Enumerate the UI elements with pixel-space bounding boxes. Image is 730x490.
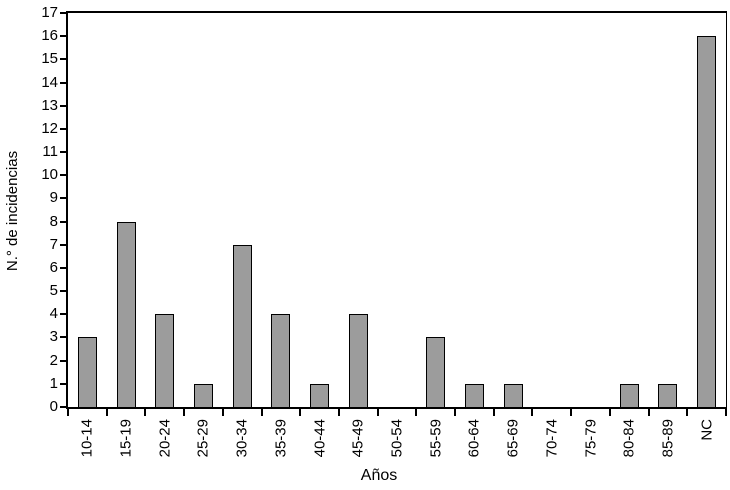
x-tick-label: 30-34: [233, 419, 251, 458]
x-tick-label: 45-49: [349, 419, 367, 458]
y-tick-mark: [60, 127, 66, 130]
x-tick-mark: [531, 409, 534, 416]
y-tick-label: 17: [41, 4, 58, 21]
y-tick-label: 10: [41, 166, 58, 184]
x-tick-mark: [647, 409, 650, 416]
x-tick-mark: [183, 409, 186, 416]
x-tick-label: 25-29: [194, 419, 212, 458]
bar-55-59: [426, 337, 446, 407]
bar-45-49: [348, 314, 368, 407]
y-tick-mark: [60, 58, 66, 61]
x-tick-label: 55-59: [427, 419, 445, 458]
y-tick-mark: [60, 197, 66, 200]
bar-85-89: [658, 383, 678, 407]
x-tick-mark: [221, 409, 224, 416]
x-tick-label: 85-89: [659, 419, 677, 458]
y-tick-label: 0: [49, 398, 58, 415]
x-tick-label: 40-44: [311, 419, 329, 458]
y-tick-mark: [60, 406, 66, 408]
y-tick-mark: [60, 35, 66, 38]
y-tick-label: 7: [49, 235, 58, 253]
y-tick-mark: [60, 290, 66, 293]
y-axis-title: N.° de incidencias: [4, 150, 21, 272]
y-tick-mark: [60, 151, 66, 154]
y-tick-label: 12: [41, 119, 58, 137]
y-tick-label: 15: [41, 50, 58, 68]
bar-30-34: [232, 244, 252, 407]
y-tick-label: 1: [49, 374, 58, 392]
y-tick-mark: [60, 266, 66, 269]
x-axis-title: Años: [360, 467, 398, 484]
x-tick-label: 15-19: [117, 419, 135, 458]
y-tick-label: 4: [49, 305, 58, 323]
x-tick-mark: [492, 409, 495, 416]
x-tick-label: 75-79: [582, 419, 600, 458]
y-tick-mark: [60, 336, 66, 339]
bar-65-69: [503, 383, 523, 407]
bar-20-24: [155, 314, 175, 407]
y-tick-label: 9: [49, 189, 58, 207]
y-tick-label: 16: [41, 27, 58, 45]
y-tick-mark: [60, 220, 66, 223]
y-tick-label: 11: [42, 143, 58, 161]
plot-area: [66, 11, 727, 409]
y-tick-mark: [60, 104, 66, 107]
x-tick-mark: [725, 409, 727, 416]
x-tick-label: 80-84: [620, 419, 638, 458]
bar-35-39: [271, 314, 291, 407]
x-tick-label: 20-24: [156, 419, 174, 458]
x-tick-label: 50-54: [388, 419, 406, 458]
x-tick-mark: [144, 409, 147, 416]
bar-15-19: [116, 221, 136, 407]
x-tick-mark: [454, 409, 457, 416]
y-tick-mark: [60, 243, 66, 246]
bar-40-44: [310, 383, 330, 407]
y-tick-mark: [60, 174, 66, 177]
y-tick-label: 8: [49, 212, 58, 230]
x-tick-mark: [686, 409, 689, 416]
bar-25-29: [193, 383, 213, 407]
y-tick-mark: [60, 359, 66, 362]
bar-nc: [697, 36, 717, 407]
x-tick-label: 70-74: [543, 419, 561, 458]
x-tick-mark: [260, 409, 263, 416]
y-tick-label: 2: [49, 351, 58, 369]
x-tick-label: 10-14: [78, 419, 96, 458]
x-tick-mark: [337, 409, 340, 416]
x-tick-mark: [105, 409, 108, 416]
y-tick-label: 13: [41, 96, 58, 114]
x-tick-mark: [608, 409, 611, 416]
x-tick-mark: [376, 409, 379, 416]
x-tick-mark: [67, 409, 69, 416]
bar-80-84: [619, 383, 639, 407]
y-tick-mark: [60, 313, 66, 316]
x-tick-label: 65-69: [504, 419, 522, 458]
y-tick-mark: [60, 81, 66, 84]
x-tick-label: 35-39: [272, 419, 290, 458]
x-tick-mark: [299, 409, 302, 416]
y-tick-mark: [60, 12, 66, 14]
bar-10-14: [77, 337, 97, 407]
bar-60-64: [464, 383, 484, 407]
y-tick-label: 14: [41, 73, 58, 91]
y-tick-mark: [60, 382, 66, 385]
y-tick-label: 5: [49, 282, 58, 300]
x-tick-label: NC: [698, 419, 716, 441]
x-tick-mark: [415, 409, 418, 416]
y-tick-label: 3: [49, 328, 58, 346]
x-tick-label: 60-64: [465, 419, 483, 458]
x-tick-mark: [570, 409, 573, 416]
y-tick-label: 6: [49, 258, 58, 276]
